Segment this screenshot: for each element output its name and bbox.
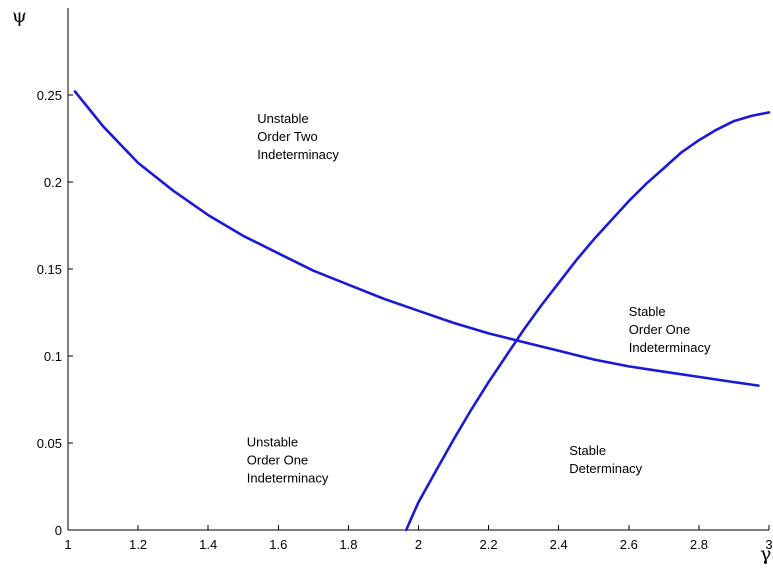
x-tick-label: 3 — [765, 537, 772, 552]
x-tick-label: 2.6 — [620, 537, 638, 552]
y-tick-label: 0.05 — [37, 436, 62, 451]
y-tick-label: 0.25 — [37, 88, 62, 103]
x-tick-label: 1 — [64, 537, 71, 552]
region-label-stable-order-one: Stable Order One Indeterminacy — [629, 304, 711, 355]
region-label-stable-determinacy: Stable Determinacy — [569, 443, 642, 476]
series-layer — [73, 90, 771, 532]
region-label-line: Determinacy — [569, 461, 642, 476]
ticks: 1 1.2 1.4 1.6 1.8 2 2.2 2.4 2.6 2.8 3 0 0.05 0.1 0.15 0… — [37, 88, 773, 552]
x-tick-label: 1.4 — [199, 537, 217, 552]
x-tick-label: 1.2 — [129, 537, 147, 552]
region-label-line: Unstable — [247, 434, 298, 449]
region-label-unstable-order-one: Unstable Order One Indeterminacy — [247, 434, 329, 485]
x-tick-label: 2.8 — [690, 537, 708, 552]
region-label-line: Indeterminacy — [257, 147, 339, 162]
region-label-line: Indeterminacy — [247, 470, 329, 485]
series-line-1 — [73, 90, 760, 387]
annotation-layer: Unstable Order Two Indeterminacy Stable Orde… — [247, 111, 711, 486]
y-tick-label: 0.15 — [37, 262, 62, 277]
region-label-line: Stable — [569, 443, 606, 458]
x-axis-label: γ — [760, 543, 771, 565]
y-tick-label: 0.1 — [44, 349, 62, 364]
region-label-line: Order Two — [257, 129, 317, 144]
region-label-line: Indeterminacy — [629, 340, 711, 355]
region-label-line: Unstable — [257, 111, 308, 126]
x-tick-label: 2.2 — [480, 537, 498, 552]
y-tick-label: 0 — [55, 523, 62, 538]
x-tick-label: 1.8 — [339, 537, 357, 552]
region-label-line: Order One — [247, 452, 308, 467]
x-tick-label: 2.4 — [550, 537, 568, 552]
x-tick-label: 2 — [415, 537, 422, 552]
y-axis-label: ψ — [12, 5, 27, 27]
x-tick-label: 1.6 — [269, 537, 287, 552]
region-label-unstable-order-two: Unstable Order Two Indeterminacy — [257, 111, 339, 162]
series-line-2 — [404, 111, 771, 532]
region-label-line: Order One — [629, 322, 690, 337]
y-tick-label: 0.2 — [44, 175, 62, 190]
region-label-line: Stable — [629, 304, 666, 319]
